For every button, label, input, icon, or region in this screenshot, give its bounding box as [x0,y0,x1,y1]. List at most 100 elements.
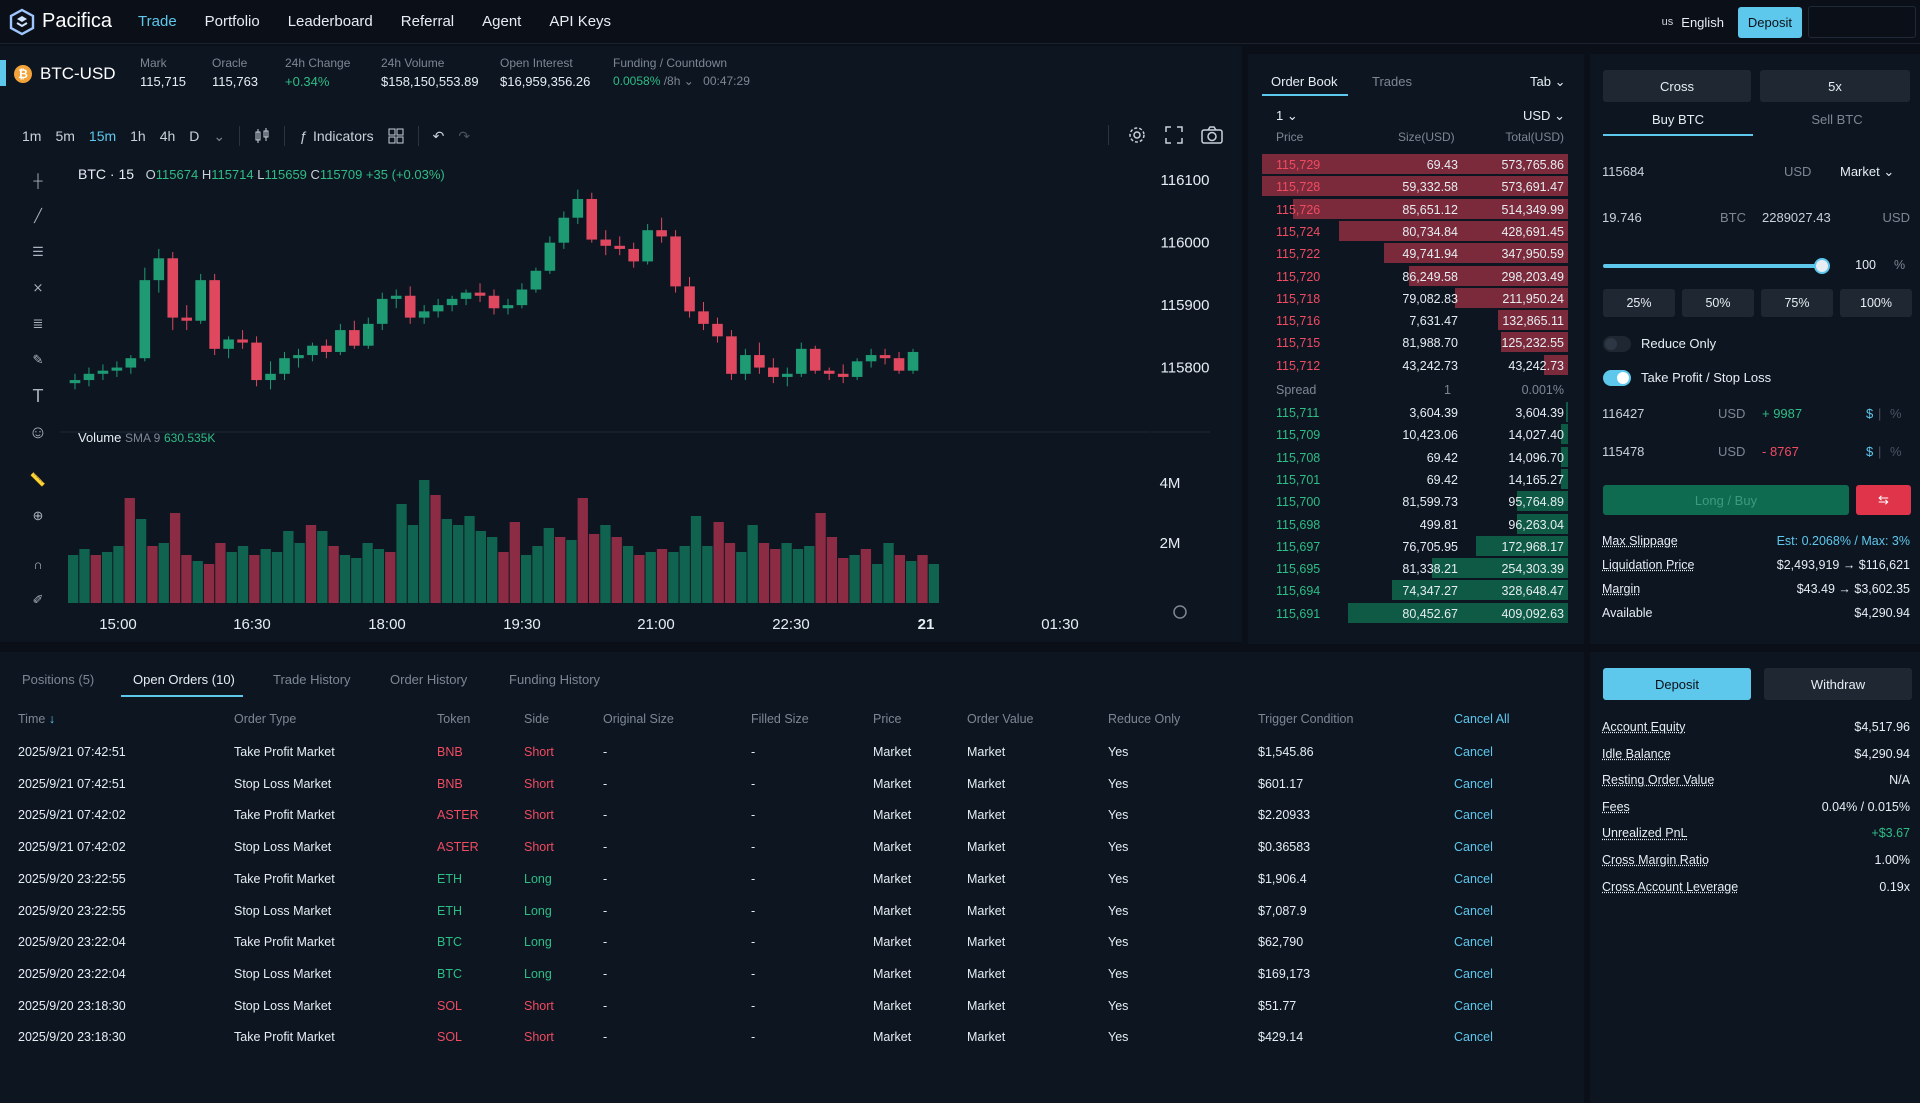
bid-row[interactable]: 115,711 3,604.39 3,604.39 [1262,402,1568,424]
slider-percent-input[interactable]: 100 [1855,258,1876,272]
ask-row[interactable]: 115,716 7,631.47 132,865.11 [1262,310,1568,332]
cancel-order-button[interactable]: Cancel [1454,871,1493,886]
bid-row[interactable]: 115,691 80,452.67 409,092.63 [1262,602,1568,625]
crosshair-icon[interactable]: ┼ [33,172,43,188]
magnet-icon[interactable]: ∩ [33,556,43,572]
ask-row[interactable]: 115,718 79,082.83 211,950.24 [1262,287,1568,310]
th-time[interactable]: Time ↓ [18,712,56,726]
sl-percent-toggle[interactable]: % [1890,444,1902,459]
interval-1m[interactable]: 1m [22,128,42,144]
settings-gear-icon[interactable] [1127,125,1147,145]
ask-row[interactable]: 115,722 49,741.94 347,950.59 [1262,243,1568,265]
bid-row[interactable]: 115,709 10,423.06 14,027.40 [1262,424,1568,446]
candle-type-icon[interactable] [254,127,270,145]
emoji-icon[interactable]: ☺ [28,421,48,442]
preset-75[interactable]: 75% [1761,289,1833,317]
price-input[interactable]: 115684 USD Market ⌄ [1602,154,1910,190]
sort-down-icon[interactable]: ↓ [48,712,56,726]
nav-referral[interactable]: Referral [400,13,455,30]
reduce-only-toggle[interactable] [1603,336,1631,352]
ask-row[interactable]: 115,726 85,651.12 514,349.99 [1262,198,1568,221]
ask-row[interactable]: 115,715 81,988.70 125,232.55 [1262,332,1568,354]
zoom-in-icon[interactable]: ⊕ [32,508,44,523]
bid-row[interactable]: 115,701 69.42 14,165.27 [1262,468,1568,491]
preset-50[interactable]: 50% [1682,289,1754,317]
interval-d[interactable]: D [189,128,200,144]
long-buy-button[interactable]: Long / Buy [1603,485,1849,515]
cancel-order-button[interactable]: Cancel [1454,745,1493,759]
size-input[interactable]: 19.746 BTC 2289027.43 USD [1602,200,1910,236]
cancel-order-button[interactable]: Cancel [1454,1030,1493,1045]
interval-1h[interactable]: 1h [130,128,146,144]
fullscreen-icon[interactable] [1165,126,1183,144]
symbol-selector[interactable]: ₿ BTC-USD [14,64,116,84]
cancel-order-button[interactable]: Cancel [1454,776,1493,791]
text-tool-icon[interactable]: T [32,385,44,406]
preset-100[interactable]: 100% [1840,289,1912,317]
tab-positions[interactable]: Positions (5) [22,672,95,687]
horizontal-lines-icon[interactable]: ☰ [32,244,44,259]
indicators-button[interactable]: ƒ Indicators [299,128,374,144]
sl-dollar-toggle[interactable]: $ [1866,444,1874,459]
swap-side-button[interactable]: ⇆ [1856,485,1911,515]
undo-icon[interactable]: ↶ [432,127,445,144]
language-selector[interactable]: English [1681,14,1724,30]
redo-icon[interactable]: ↷ [458,127,471,144]
brush-icon[interactable]: ✎ [32,352,44,367]
nav-portfolio[interactable]: Portfolio [204,13,260,30]
tp-dollar-toggle[interactable]: $ [1866,406,1874,421]
bid-row[interactable]: 115,695 81,338.21 254,303.39 [1262,558,1568,580]
camera-icon[interactable] [1201,126,1223,144]
interval-15m[interactable]: 15m [88,128,117,144]
cancel-order-button[interactable]: Cancel [1454,903,1493,918]
ask-row[interactable]: 115,720 86,249.58 298,203.49 [1262,265,1568,288]
wallet-button[interactable] [1808,6,1916,38]
slippage-value[interactable]: Est: 0.2068% / Max: 3% [1776,534,1910,548]
fib-icon[interactable]: ≣ [32,316,44,331]
margin-mode-button[interactable]: Cross [1603,70,1751,102]
bid-row[interactable]: 115,708 69.42 14,096.70 [1262,446,1568,469]
pattern-icon[interactable]: ⨯ [32,280,44,295]
brand-logo[interactable]: Pacifica [8,8,112,36]
ask-row[interactable]: 115,712 43,242.73 43,242.73 [1262,354,1568,377]
ask-row[interactable]: 115,728 59,332.58 573,691.47 [1262,176,1568,198]
trend-line-icon[interactable]: ╱ [34,208,42,223]
nav-agent[interactable]: Agent [482,13,522,30]
nav-api-keys[interactable]: API Keys [549,13,612,30]
cancel-order-button[interactable]: Cancel [1454,808,1493,823]
order-type-select[interactable]: Market ⌄ [1840,164,1895,179]
lock-drawing-icon[interactable]: ✐ [32,592,44,607]
cancel-order-button[interactable]: Cancel [1454,998,1493,1013]
tick-size-select[interactable]: 1 ⌄ [1276,108,1298,123]
buy-tab[interactable]: Buy BTC [1651,112,1704,127]
interval-5m[interactable]: 5m [55,128,75,144]
nav-leaderboard[interactable]: Leaderboard [287,13,373,30]
cancel-order-button[interactable]: Cancel [1454,840,1493,855]
deposit-button[interactable]: Deposit [1603,668,1751,700]
leverage-button[interactable]: 5x [1760,70,1910,102]
tab-funding-history[interactable]: Funding History [509,672,601,687]
size-slider-handle[interactable] [1814,258,1830,274]
bid-row[interactable]: 115,694 74,347.27 328,648.47 [1262,580,1568,602]
tab-open-orders[interactable]: Open Orders (10) [133,672,235,687]
language-flag[interactable]: us [1661,16,1674,28]
nav-trade[interactable]: Trade [138,13,177,30]
tab-trades[interactable]: Trades [1372,74,1412,89]
layout-grid-icon[interactable] [388,128,404,144]
ask-row[interactable]: 115,729 69.43 573,765.86 [1262,154,1568,176]
bid-row[interactable]: 115,698 499.81 96,263.04 [1262,513,1568,536]
take-profit-input[interactable]: 116427 USD + 9987 $ | % [1602,406,1902,421]
sell-tab[interactable]: Sell BTC [1811,112,1863,127]
tab-order-book[interactable]: Order Book [1271,74,1338,89]
bid-row[interactable]: 115,700 81,599.73 95,764.89 [1262,491,1568,513]
price-chart[interactable]: 116100 116000 115900 115800 4M 2M 15:00 16:30 18… [60,160,1210,640]
deposit-button-top[interactable]: Deposit [1737,6,1802,38]
interval-chevron-down-icon[interactable]: ⌄ [213,127,226,144]
bid-row[interactable]: 115,697 76,705.95 172,968.17 [1262,535,1568,558]
ask-row[interactable]: 115,724 80,734.84 428,691.45 [1262,220,1568,243]
size-slider-track[interactable] [1603,264,1821,268]
tp-percent-toggle[interactable]: % [1890,406,1902,421]
withdraw-button[interactable]: Withdraw [1764,668,1912,700]
preset-25[interactable]: 25% [1603,289,1675,317]
cancel-order-button[interactable]: Cancel [1454,966,1493,981]
